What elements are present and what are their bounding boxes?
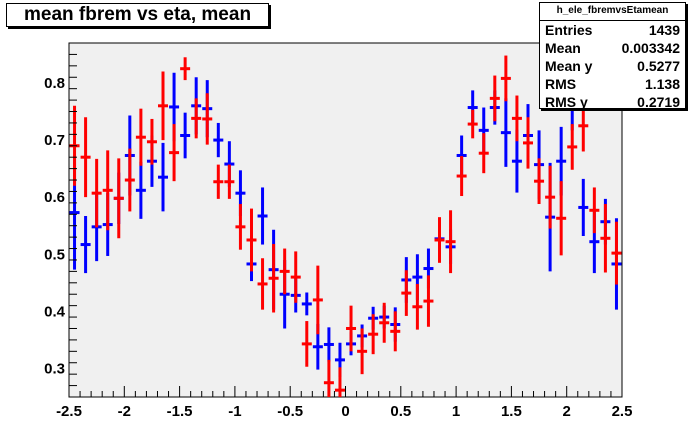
data-point (500, 55, 511, 102)
data-point (146, 118, 157, 165)
data-point (578, 178, 589, 236)
data-point (158, 71, 169, 141)
x-tick-label: 0.5 (390, 403, 411, 420)
stats-row-rms: RMS 1.138 (540, 75, 685, 93)
stats-row-rms-y: RMS y 0.2719 (540, 93, 685, 111)
stats-value: 1.138 (644, 76, 680, 92)
x-tick-label: 2 (563, 403, 571, 420)
data-point (556, 181, 567, 256)
stats-value: 0.5277 (637, 58, 680, 74)
data-point (113, 158, 124, 239)
data-point (522, 117, 533, 169)
y-tick-label: 0.3 (44, 360, 65, 377)
data-point (301, 292, 312, 316)
data-point (91, 158, 102, 228)
stats-row-mean: Mean 0.003342 (540, 39, 685, 57)
data-point (379, 302, 390, 343)
data-point (202, 93, 213, 145)
data-point (279, 248, 290, 295)
data-point (401, 270, 412, 316)
x-tick-label: 1 (452, 403, 460, 420)
data-point (434, 217, 445, 263)
data-point (600, 204, 611, 273)
y-tick-label: 0.4 (44, 303, 66, 320)
data-point (246, 208, 257, 272)
data-point (135, 161, 146, 219)
data-point (545, 165, 556, 229)
data-point (180, 112, 191, 159)
data-point (467, 109, 478, 139)
data-point (301, 321, 312, 367)
data-point (589, 187, 600, 234)
data-point (213, 122, 224, 158)
data-point (323, 327, 334, 362)
stats-value: 1439 (648, 22, 680, 38)
data-point (312, 265, 323, 335)
y-tick-label: 0.5 (44, 246, 65, 263)
data-point (80, 117, 91, 198)
x-tick-label: 2.5 (612, 403, 633, 420)
data-point (180, 57, 191, 81)
data-point (290, 251, 301, 303)
x-tick-label: -2 (118, 403, 131, 420)
data-point (390, 311, 401, 352)
data-point (511, 95, 522, 142)
data-point (567, 124, 578, 170)
stats-name: h_ele_fbremvsEtamean (540, 3, 685, 21)
x-tick-label: -1 (228, 403, 241, 420)
y-tick-label: 0.7 (44, 132, 65, 149)
data-point (412, 283, 423, 330)
data-point (191, 98, 202, 139)
data-point (334, 367, 345, 397)
chart-title: mean fbrem vs eta, mean (6, 3, 269, 27)
stats-row-entries: Entries 1439 (540, 21, 685, 39)
stats-value: 0.003342 (621, 40, 680, 56)
stats-value: 0.2719 (637, 94, 680, 110)
data-point (489, 75, 500, 122)
stats-key: Mean y (545, 58, 593, 74)
plot-frame (68, 42, 623, 398)
stats-key: RMS (545, 76, 577, 92)
data-point (158, 142, 169, 212)
data-point (500, 98, 511, 167)
x-tick-label: -0.5 (277, 403, 303, 420)
x-tick-label: -1.5 (167, 403, 193, 420)
data-point (456, 156, 467, 197)
data-point (357, 328, 368, 375)
data-point (346, 305, 357, 352)
data-point (423, 275, 434, 327)
series-1 (69, 55, 622, 397)
stats-key: Entries (545, 22, 593, 38)
x-tick-label: 0 (341, 403, 349, 420)
data-point (124, 148, 135, 212)
data-point (235, 204, 246, 250)
data-point (445, 210, 456, 274)
x-tick-label: -2.5 (56, 403, 82, 420)
data-point (534, 158, 545, 205)
data-point (213, 164, 224, 199)
stats-box: h_ele_fbremvsEtamean Entries 1439 Mean 0… (539, 2, 686, 111)
y-tick-label: 0.8 (44, 75, 65, 92)
data-point (135, 108, 146, 166)
data-point (257, 187, 268, 245)
data-point (478, 133, 489, 174)
data-point (102, 150, 113, 231)
stats-row-mean-y: Mean y 0.5277 (540, 57, 685, 75)
y-tick-label: 0.6 (44, 189, 65, 206)
data-point (169, 124, 180, 182)
data-point (368, 314, 379, 355)
x-tick-label: 1.5 (501, 403, 522, 420)
stats-key: Mean (545, 40, 581, 56)
data-point (224, 164, 235, 199)
data-point (323, 359, 334, 397)
stats-key: RMS y (545, 94, 588, 110)
data-point (257, 258, 268, 310)
data-point (611, 221, 622, 285)
data-point (268, 243, 279, 313)
data-point (80, 216, 91, 274)
